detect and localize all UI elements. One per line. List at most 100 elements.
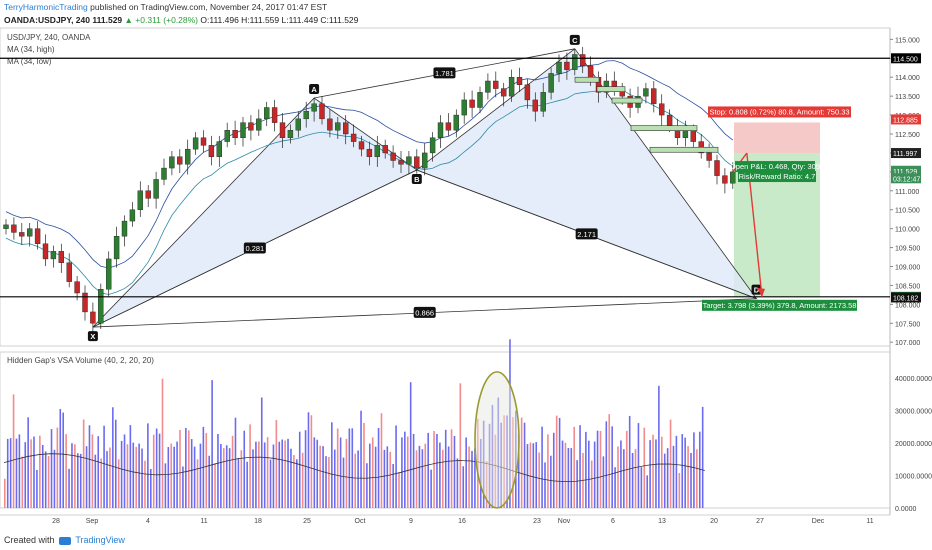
publisher-user[interactable]: TerryHarmonicTrading <box>4 2 88 12</box>
volume-bar <box>53 449 56 508</box>
volume-bar <box>424 443 427 508</box>
volume-bar <box>220 444 222 508</box>
candle-body <box>90 311 96 324</box>
volume-bar <box>21 456 24 508</box>
volume-bar <box>345 438 348 508</box>
volume-bar <box>366 463 368 508</box>
time-tick-label: 11 <box>200 518 207 525</box>
volume-bar <box>138 443 140 508</box>
time-tick-label: Sep <box>86 518 99 525</box>
tradingview-logo-icon <box>59 536 72 545</box>
tradingview-link[interactable]: TradingView <box>75 535 125 545</box>
volume-bar <box>655 439 657 508</box>
volume-bar <box>193 446 196 508</box>
volume-bar <box>444 429 447 508</box>
candle-body <box>414 156 420 169</box>
volume-bar <box>371 437 374 508</box>
volume-bar <box>74 444 76 508</box>
volume-bar <box>322 446 324 508</box>
candle-body <box>208 145 215 157</box>
ohlc-values: O:111.496 H:111.559 L:111.449 C:111.529 <box>200 15 359 25</box>
created-with: Created with <box>4 535 55 545</box>
legend-volume[interactable]: Hidden Gap's VSA Volume (40, 2, 20, 20) <box>7 356 154 365</box>
candle-body <box>682 130 689 138</box>
volume-bar <box>120 440 123 508</box>
candle-body <box>216 141 223 157</box>
volume-bar <box>453 435 456 508</box>
harmonic-pattern <box>92 48 758 328</box>
volume-bar <box>217 433 219 508</box>
volume-bar <box>620 440 622 508</box>
volume-bar <box>79 453 82 508</box>
price-tick-label: 113.500 <box>895 94 920 101</box>
volume-bar <box>112 407 114 508</box>
volume-bar <box>161 378 164 508</box>
volume-bar <box>401 437 403 508</box>
price-tick-label: 107.000 <box>895 340 920 347</box>
volume-bar <box>404 431 406 508</box>
volume-bar <box>296 459 298 508</box>
time-tick-label: 16 <box>458 518 466 525</box>
volume-bar <box>275 419 278 508</box>
price-badge: 112.885 <box>893 117 918 124</box>
pattern-xab <box>92 97 418 328</box>
volume-bar <box>126 444 129 508</box>
volume-bar <box>109 447 111 508</box>
candle-body <box>540 92 546 112</box>
volume-bar <box>50 429 53 508</box>
volume-bar <box>199 443 202 508</box>
price-tick-label: 115.000 <box>895 37 920 44</box>
stop-label-box <box>708 106 851 118</box>
candle-body <box>19 232 25 237</box>
candle-body <box>390 152 396 161</box>
volume-bar <box>252 449 254 508</box>
candle-body <box>11 224 17 233</box>
ratio-label: 0.281 <box>245 244 264 253</box>
volume-bar <box>15 438 18 508</box>
candle-body <box>485 80 491 93</box>
volume-bar <box>573 426 575 508</box>
overlay: 0.281 1.781 2.171 0.866 X A B C D Stop: 0.808 (0.… <box>0 34 890 342</box>
volume-bar <box>389 451 392 508</box>
volume-bar <box>567 448 570 508</box>
target-label-box <box>702 299 857 311</box>
volume-bar <box>36 469 38 508</box>
volume-bar <box>325 456 327 508</box>
volume-bar <box>520 417 523 508</box>
volume-bar <box>541 426 543 508</box>
volume-bar <box>82 419 85 508</box>
volume-bar <box>663 453 666 508</box>
candle-body <box>548 73 554 93</box>
time-tick-label: 13 <box>658 518 666 525</box>
volume-bar <box>611 426 613 508</box>
volume-bar <box>88 425 91 508</box>
time-tick-label: Nov <box>558 518 571 525</box>
price-badge: 111.997 <box>893 151 917 158</box>
volume-bar <box>132 442 135 508</box>
volume-bar <box>237 457 240 508</box>
volume-bar <box>523 422 526 508</box>
volume-bar <box>357 450 359 508</box>
volume-bar <box>240 450 243 508</box>
candle-body <box>706 152 712 161</box>
volume-bar <box>272 444 275 508</box>
legend-ma-low[interactable]: MA (34, low) <box>7 57 52 66</box>
ratio-box <box>575 228 598 240</box>
volume-bar <box>576 460 578 508</box>
volume-bar <box>208 455 210 508</box>
volume-bar <box>30 439 32 508</box>
volume-bar <box>658 385 660 508</box>
ma-high-line <box>5 60 734 269</box>
volume-bar <box>231 435 234 508</box>
volume-bar <box>266 437 269 508</box>
volume-bar <box>617 446 619 508</box>
volume-tick-label: 10000.0000 <box>895 474 932 481</box>
candle-body <box>137 190 144 210</box>
volume-bar <box>684 437 686 508</box>
point-box <box>309 84 320 95</box>
time-tick-label: 28 <box>52 518 60 525</box>
volume-bar <box>696 449 698 508</box>
legend-ma-high[interactable]: MA (34, high) <box>7 45 55 54</box>
volume-bar <box>605 421 608 508</box>
